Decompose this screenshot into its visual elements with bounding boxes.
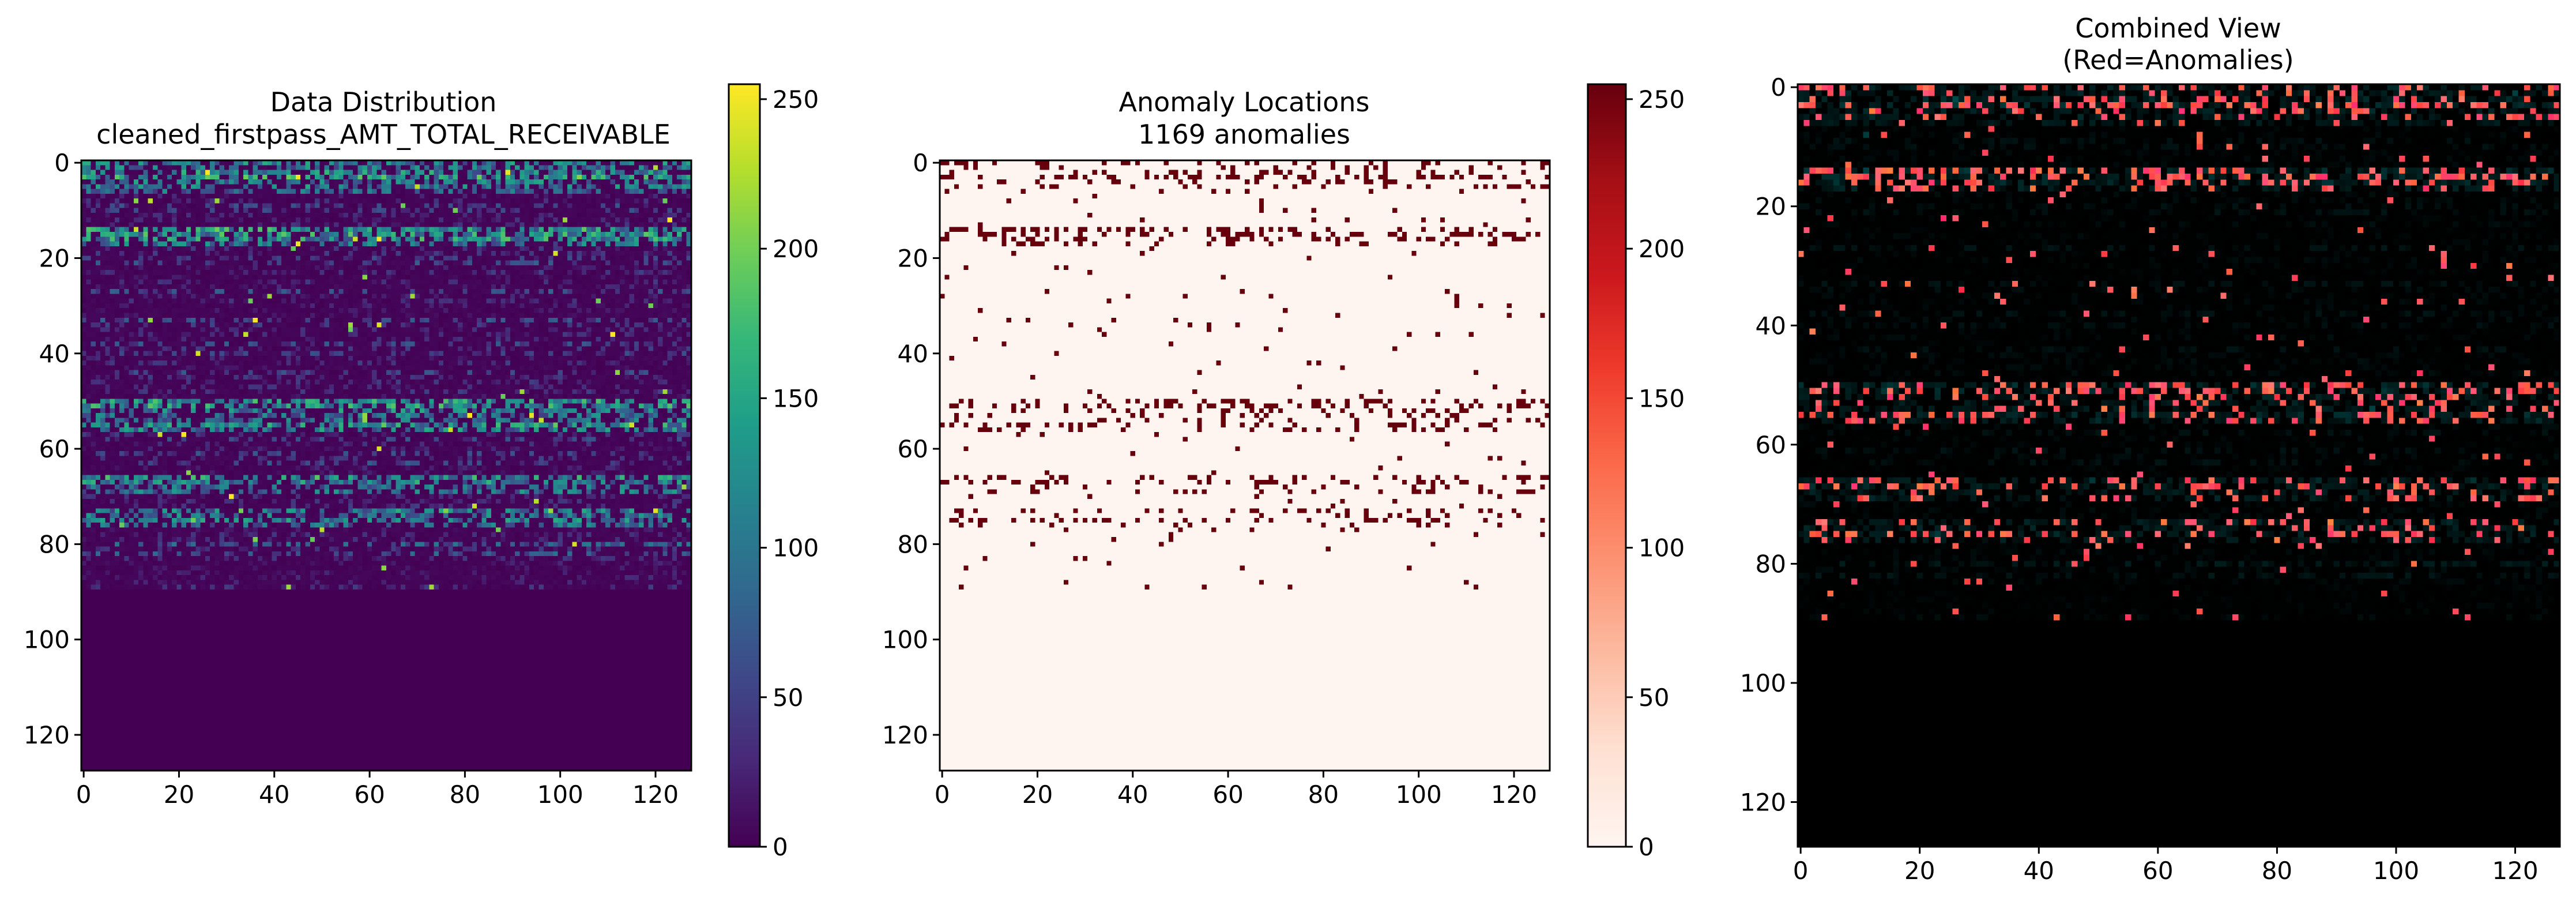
panel1-x-tick-label: 100 [537, 780, 583, 809]
panel1-x-tick-label: 40 [259, 780, 289, 809]
panel2-colorbar-tick-label: 150 [1639, 384, 1685, 412]
panel2-x-tick-label: 120 [1491, 780, 1537, 809]
panel1-colorbar-axis: 0 50 100 150 200 250 [760, 85, 819, 861]
panel2-colorbar-axis: 0 50 100 150 200 250 [1626, 85, 1685, 861]
panel-data-distribution: Data Distribution cleaned_firstpass_AMT_… [24, 83, 819, 861]
panel2-x-tick-label: 0 [935, 780, 950, 809]
panel1-colorbar-tick-label: 50 [773, 684, 803, 712]
panel1-x-tick-label: 80 [450, 780, 480, 809]
panel1-colorbar-tick-label: 250 [773, 85, 819, 114]
panel1-colorbar-tick-label: 100 [773, 534, 819, 562]
panel2-colorbar-tick-label: 200 [1639, 235, 1685, 263]
panel2-colorbar-tick-label: 0 [1639, 833, 1654, 861]
panel1-y-tick-label: 100 [24, 626, 70, 654]
panel1-colorbar-tick-label: 150 [773, 384, 819, 412]
panel3-y-axis: 0 20 40 60 80 100 120 [1740, 73, 1798, 817]
panel2-title-line1: Anomaly Locations [1119, 87, 1370, 118]
panel3-x-tick-label: 80 [2262, 857, 2292, 885]
panel1-title-line2: cleaned_firstpass_AMT_TOTAL_RECEIVABLE [96, 119, 671, 150]
panel1-y-tick-label: 20 [39, 244, 70, 272]
panel3-y-tick-label: 40 [1756, 311, 1786, 340]
panel2-colorbar-tick-label: 100 [1639, 534, 1685, 562]
panel2-y-tick-label: 80 [898, 530, 928, 558]
panel3-x-tick-label: 120 [2492, 857, 2538, 885]
panel1-colorbar-tick-label: 0 [773, 833, 788, 861]
panel1-frame [80, 159, 692, 772]
panel2-x-tick-label: 100 [1396, 780, 1442, 809]
panel3-y-tick-label: 20 [1756, 193, 1786, 221]
panel-combined-view: Combined View (Red=Anomalies) 0 20 40 60 80 1… [1740, 13, 2561, 885]
panel1-y-tick-label: 120 [24, 721, 70, 749]
panel2-colorbar-tick-label: 250 [1639, 85, 1685, 114]
panel2-y-tick-label: 60 [898, 435, 928, 463]
panel2-x-tick-label: 20 [1022, 780, 1053, 809]
panel3-y-tick-label: 60 [1756, 431, 1786, 459]
panel3-y-tick-label: 100 [1740, 669, 1786, 697]
panel2-x-tick-label: 40 [1117, 780, 1148, 809]
panel1-colorbar-tick-label: 200 [773, 235, 819, 263]
panel2-y-tick-label: 120 [882, 721, 928, 749]
panel2-x-tick-label: 60 [1212, 780, 1243, 809]
panel3-x-tick-label: 60 [2142, 857, 2173, 885]
panel1-x-tick-label: 120 [632, 780, 679, 809]
panel3-y-tick-label: 80 [1756, 550, 1786, 578]
panel1-y-tick-label: 60 [39, 435, 70, 463]
panel1-x-tick-label: 60 [354, 780, 385, 809]
panel2-colorbar-frame [1587, 83, 1627, 848]
panel1-x-axis: 0 20 40 60 80 100 120 [76, 771, 679, 809]
panel1-colorbar [729, 84, 760, 847]
panel3-y-tick-label: 0 [1771, 73, 1786, 102]
panel1-y-tick-label: 40 [39, 340, 70, 368]
panel2-title-line2: 1169 anomalies [1138, 119, 1350, 150]
panel2-y-tick-label: 40 [898, 340, 928, 368]
panel2-heatmap [940, 160, 1550, 771]
panel1-title-line1: Data Distribution [270, 87, 497, 118]
panel3-x-tick-label: 40 [2024, 857, 2054, 885]
panel3-x-tick-label: 20 [1904, 857, 1935, 885]
panel3-title-line2: (Red=Anomalies) [2062, 44, 2293, 76]
panel2-y-axis: 0 20 40 60 80 100 120 [882, 149, 940, 749]
panel2-y-tick-label: 0 [913, 149, 928, 177]
panel1-y-tick-label: 0 [54, 149, 70, 177]
panel2-y-tick-label: 100 [882, 626, 928, 654]
panel1-y-tick-label: 80 [39, 530, 70, 558]
panel3-heatmap [1798, 84, 2560, 847]
panel1-colorbar-frame [728, 83, 761, 848]
panel2-frame [939, 159, 1551, 772]
panel3-frame [1797, 83, 2561, 848]
panel2-x-axis: 0 20 40 60 80 100 120 [935, 771, 1537, 809]
panel3-x-tick-label: 100 [2373, 857, 2419, 885]
panel3-title-line1: Combined View [2075, 13, 2281, 44]
panel-anomaly-locations: Anomaly Locations 1169 anomalies 0 20 40 60… [882, 83, 1685, 861]
panel1-x-tick-label: 0 [76, 780, 92, 809]
panel2-colorbar-tick-label: 50 [1639, 684, 1669, 712]
panel2-x-tick-label: 80 [1308, 780, 1339, 809]
panel3-x-axis: 0 20 40 60 80 100 120 [1793, 847, 2539, 885]
panel3-x-tick-label: 0 [1793, 857, 1809, 885]
panel2-y-tick-label: 20 [898, 244, 928, 272]
panel3-y-tick-label: 120 [1740, 788, 1786, 817]
panel2-colorbar [1588, 84, 1626, 847]
panel1-y-axis: 0 20 40 60 80 100 120 [24, 149, 81, 749]
panel1-x-tick-label: 20 [164, 780, 194, 809]
panel1-heatmap [81, 160, 691, 771]
